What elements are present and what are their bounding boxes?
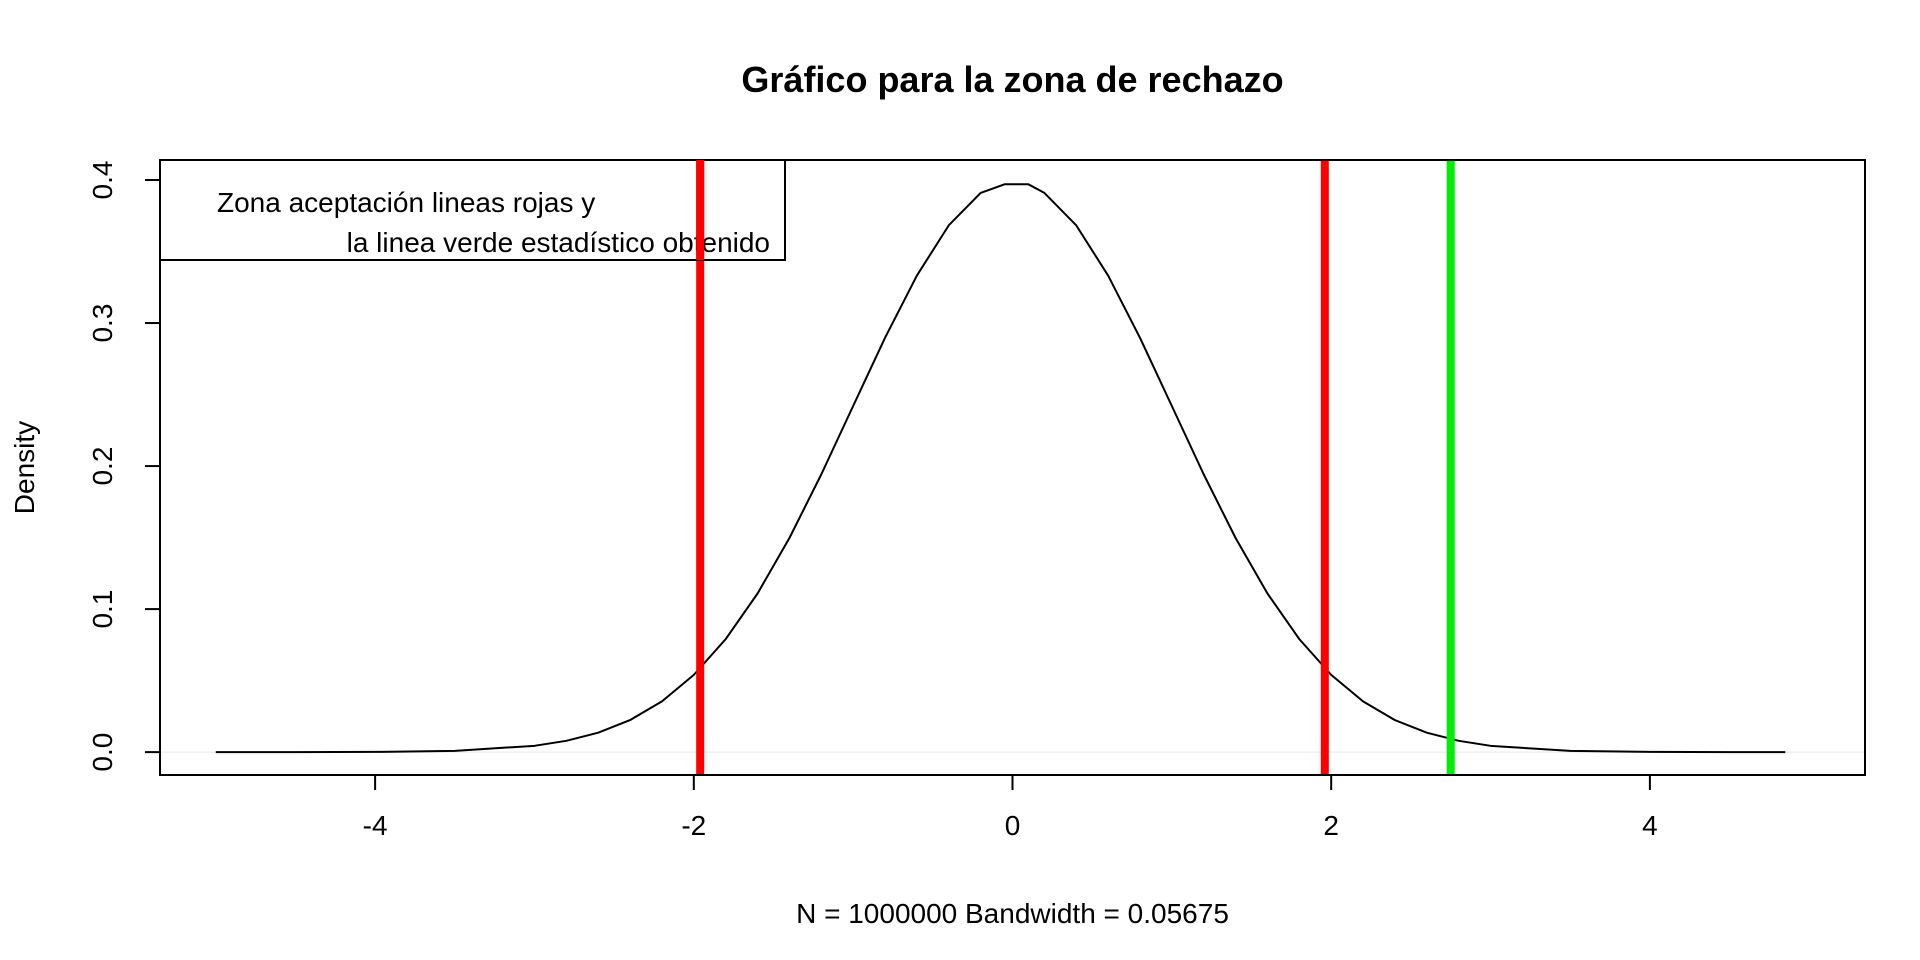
y-axis-label: Density: [9, 421, 40, 514]
density-curve: [215, 183, 1786, 754]
y-tick-label: 0.2: [87, 447, 118, 486]
x-axis-label: N = 1000000 Bandwidth = 0.05675: [796, 898, 1229, 929]
chart-title: Gráfico para la zona de rechazo: [741, 59, 1283, 100]
x-tick-label: 0: [1005, 810, 1021, 841]
legend-line-2: la linea verde estadístico obtenido: [347, 227, 770, 258]
x-tick-label: 2: [1323, 810, 1339, 841]
x-axis: -4 -2 0 2 4: [363, 774, 1658, 841]
x-tick-label: 4: [1642, 810, 1658, 841]
x-tick-label: -2: [681, 810, 706, 841]
legend: Zona aceptación lineas rojas y la linea v…: [159, 159, 786, 261]
y-tick-label: 0.0: [87, 733, 118, 772]
x-tick-label: -4: [363, 810, 388, 841]
y-tick-label: 0.4: [87, 161, 118, 200]
y-axis: 0.0 0.1 0.2 0.3 0.4: [87, 161, 161, 772]
y-tick-label: 0.1: [87, 590, 118, 629]
legend-line-1: Zona aceptación lineas rojas y: [217, 187, 595, 218]
y-tick-label: 0.3: [87, 304, 118, 343]
legend-box: [159, 159, 786, 261]
